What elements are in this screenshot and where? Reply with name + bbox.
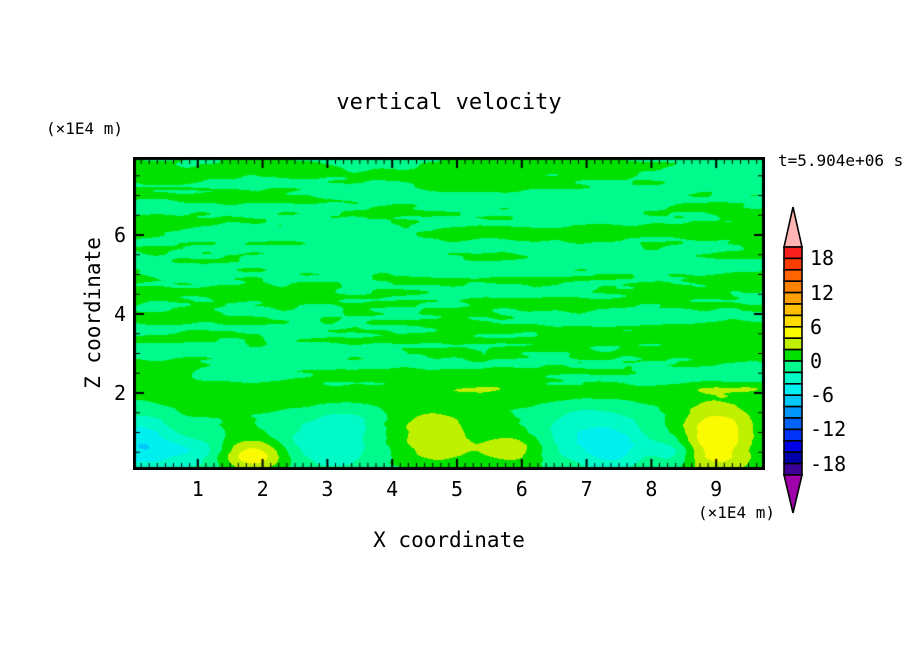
colorbar-label--6: -6 [810,383,835,408]
z-axis-title: Z coordinate [81,237,105,389]
colorbar-over-arrow [783,206,803,248]
colorbar-segment [783,371,803,385]
colorbar-segment [783,348,803,362]
contour-field-canvas [133,157,765,470]
x-tick-label-2: 2 [256,477,269,501]
colorbar-label--18: -18 [810,451,847,476]
colorbar-segment [783,326,803,340]
x-axis-unit-label: (×1E4 m) [697,503,775,522]
colorbar-segment [783,246,803,260]
colorbar-segment [783,360,803,374]
colorbar-label-18: 18 [810,246,835,271]
colorbar-under-arrow [782,474,804,514]
colorbar-segment [783,440,803,454]
x-axis-title: X coordinate [373,528,525,552]
colorbar-segment [783,394,803,408]
colorbar-label--12: -12 [810,417,847,442]
colorbar-segment [783,291,803,305]
x-tick-label-9: 9 [710,477,723,501]
colorbar-segment [783,462,803,476]
x-tick-label-3: 3 [321,477,334,501]
colorbar-segment [783,451,803,465]
colorbar-label-0: 0 [810,349,823,373]
colorbar-segment [783,405,803,419]
colorbar-segment [783,428,803,442]
x-tick-label-5: 5 [450,477,464,501]
colorbar-label-6: 6 [810,314,823,339]
colorbar-segment [783,383,803,397]
colorbar-segment [783,417,803,431]
z-tick-label-4: 4 [113,302,126,326]
colorbar-segment [783,269,803,283]
colorbar-segment [783,257,803,271]
colorbar-segment [783,337,803,351]
plot-title: vertical velocity [336,90,562,115]
x-tick-label-6: 6 [515,477,528,501]
x-tick-label-8: 8 [645,477,658,501]
time-annotation: t=5.904e+06 s [778,151,904,170]
x-tick-label-7: 7 [580,477,593,501]
z-axis-unit-label: (×1E4 m) [46,119,124,138]
colorbar-segment [783,280,803,294]
x-tick-label-1: 1 [191,477,204,501]
colorbar-segment [783,303,803,317]
x-tick-label-4: 4 [386,477,399,501]
colorbar-segment [783,314,803,328]
colorbar-label-12: 12 [810,280,835,305]
z-tick-label-6: 6 [113,223,126,247]
colorbar [782,206,804,514]
z-tick-label-2: 2 [113,381,126,405]
